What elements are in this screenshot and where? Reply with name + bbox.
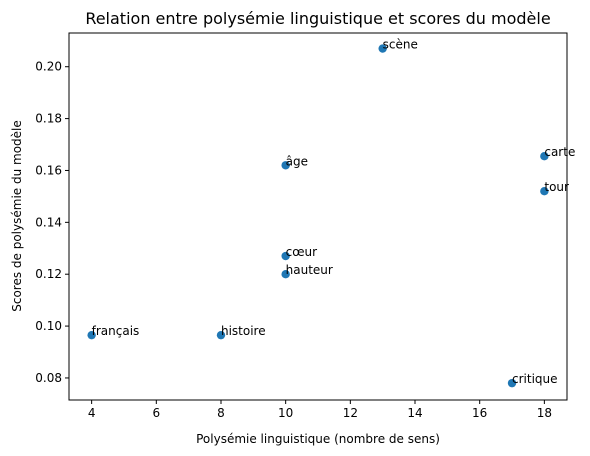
data-point (540, 151, 549, 161)
y-tick-label: 0.08 (35, 371, 62, 385)
x-tick-label: 10 (278, 406, 293, 420)
data-point (216, 330, 226, 340)
data-point (281, 251, 290, 261)
y-tick-label: 0.18 (35, 112, 62, 126)
data-point (540, 187, 549, 196)
data-point (87, 330, 96, 340)
y-tick-label: 0.16 (35, 163, 62, 177)
y-tick-label: 0.14 (35, 215, 62, 229)
x-tick-label: 16 (472, 406, 487, 420)
y-tick-label: 0.12 (35, 267, 62, 281)
data-points: français histoire hauteur cœur âge scène criti… (87, 38, 575, 388)
point-label: cœur (286, 245, 317, 259)
x-tick-label: 18 (537, 406, 552, 420)
point-label: tour (544, 180, 569, 194)
y-axis: 0.08 0.10 0.12 0.14 0.16 0.18 0.20 (35, 60, 69, 385)
chart-title: Relation entre polysémie linguistique et… (85, 9, 550, 28)
x-tick-label: 8 (217, 406, 225, 420)
point-label: scène (383, 38, 418, 52)
data-point (507, 378, 517, 388)
point-label: français (92, 324, 140, 338)
point-label: histoire (221, 324, 266, 338)
x-axis: 4 6 8 10 12 14 16 18 (88, 400, 552, 420)
x-tick-label: 4 (88, 406, 96, 420)
point-label: âge (286, 154, 308, 168)
point-label: critique (512, 372, 558, 386)
data-point (281, 161, 290, 170)
point-label: carte (544, 145, 575, 159)
x-axis-label: Polysémie linguistique (nombre de sens) (196, 432, 440, 446)
data-point (281, 270, 290, 279)
x-tick-label: 14 (407, 406, 422, 420)
y-tick-label: 0.10 (35, 319, 62, 333)
x-tick-label: 6 (152, 406, 160, 420)
y-axis-label: Scores de polysémie du modèle (10, 120, 24, 312)
y-tick-label: 0.20 (35, 60, 62, 74)
x-tick-label: 12 (343, 406, 358, 420)
plot-frame (68, 32, 568, 401)
data-point (378, 44, 387, 53)
point-label: hauteur (286, 263, 333, 277)
